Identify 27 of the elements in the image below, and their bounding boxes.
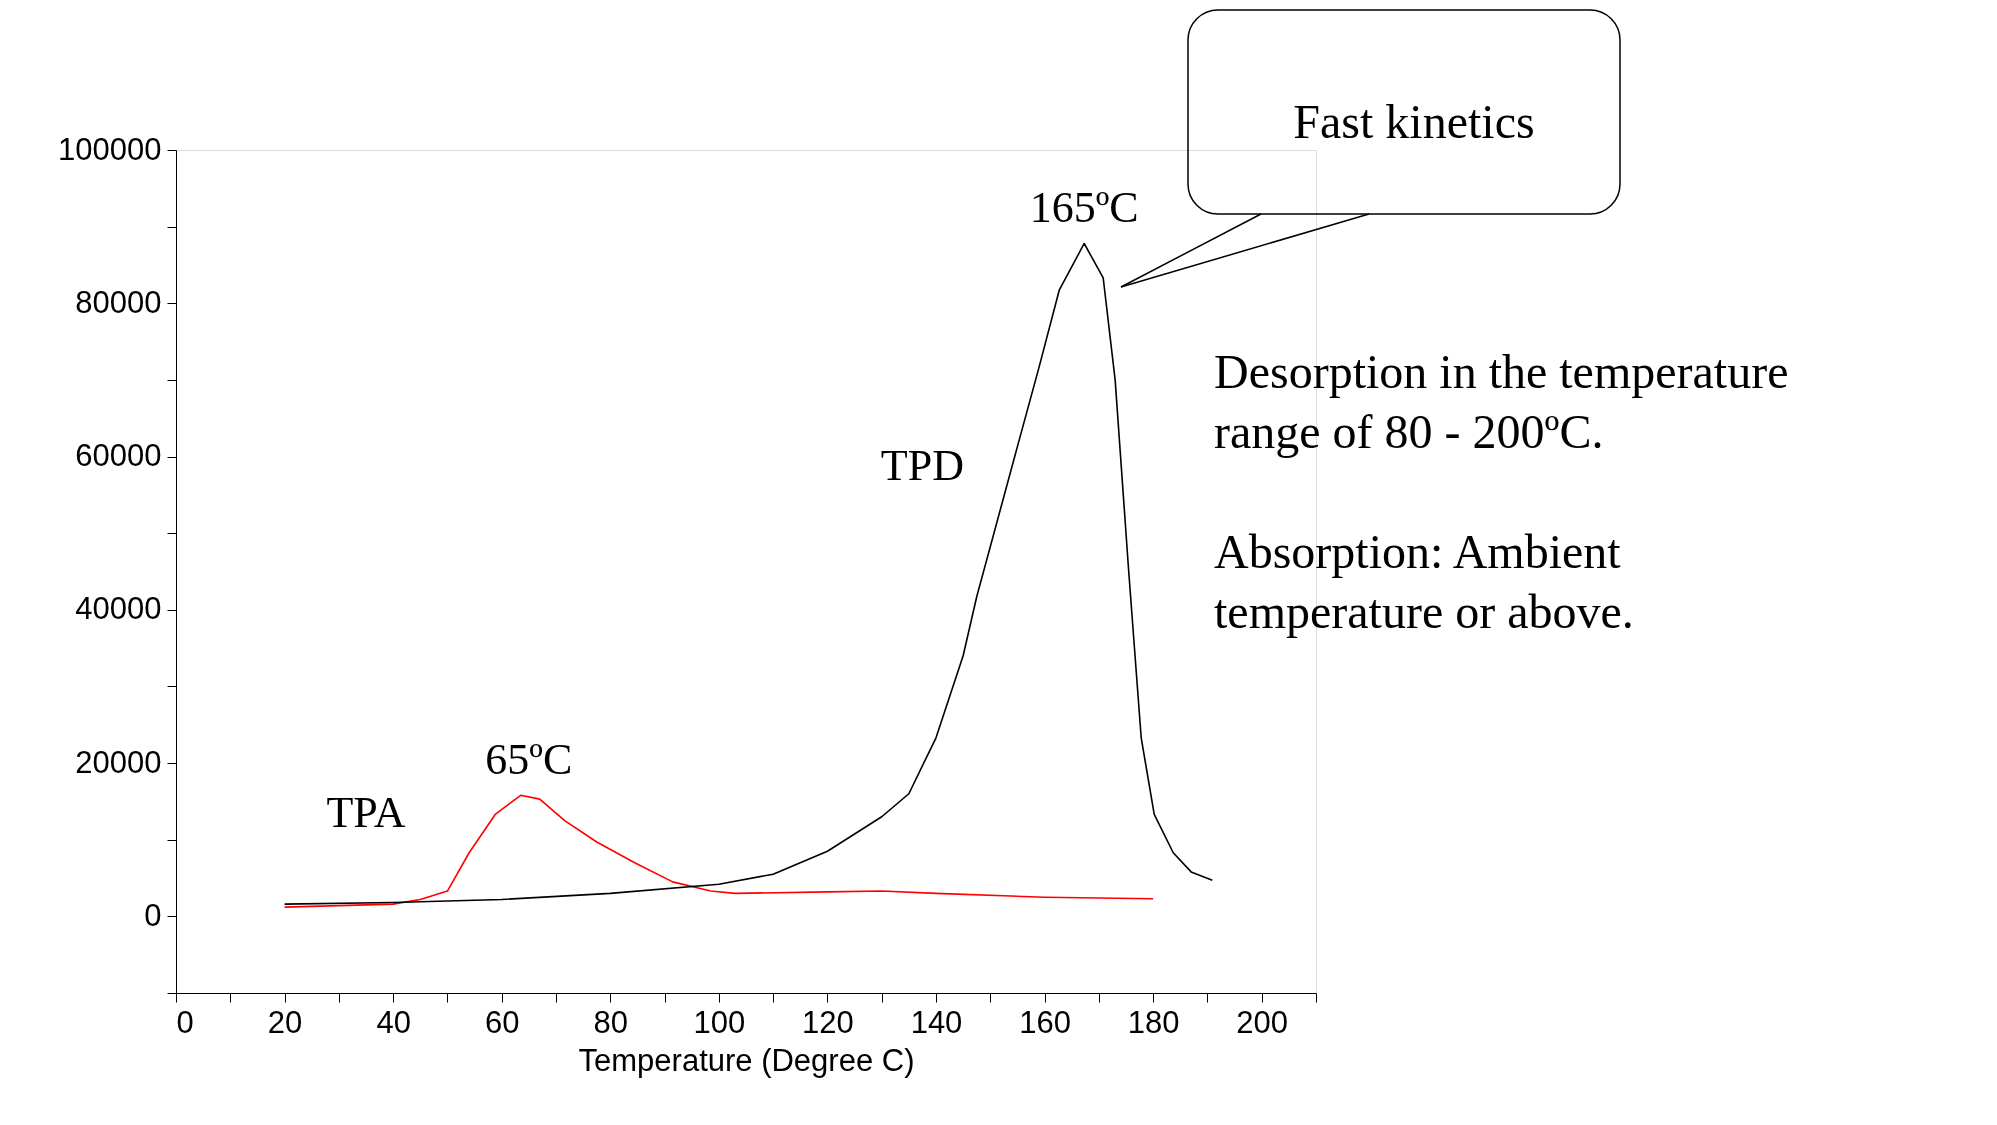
annotation: Absorption: Ambient temperature or above. (1214, 525, 1634, 638)
y-tick-label: 40000 (75, 591, 162, 627)
y-tick-label: 80000 (75, 284, 162, 320)
y-tick-label: 20000 (75, 744, 162, 780)
x-axis-title: Temperature (Degree C) (578, 1042, 915, 1078)
y-tick-label: 0 (144, 897, 162, 933)
y-tick-label: 100000 (58, 131, 162, 167)
x-tick-label: 60 (484, 1004, 520, 1040)
line-series (283, 794, 1154, 908)
y-tick-label: 60000 (75, 438, 162, 474)
x-tick-label: 80 (593, 1004, 629, 1040)
x-tick-label: 160 (1019, 1004, 1071, 1040)
annotation: 65ºC (485, 735, 573, 785)
series-label: TPA (326, 788, 406, 838)
x-tick-label: 200 (1236, 1004, 1289, 1040)
x-tick-label: 20 (267, 1004, 303, 1040)
annotation: Desorption in the temperature range of 80 - 200ºC. (1214, 345, 1789, 458)
x-tick-label: 100 (693, 1004, 746, 1040)
x-tick-label: 180 (1127, 1004, 1180, 1040)
x-tick-label: 120 (802, 1004, 854, 1040)
text: Fast kinetics (1293, 95, 1535, 148)
x-tick-label: 40 (376, 1004, 411, 1040)
x-tick-label: 0 (176, 1004, 194, 1040)
annotation: 165ºC (1029, 183, 1139, 233)
x-tick-label: 140 (910, 1004, 963, 1040)
line-series (283, 242, 1214, 905)
series-label: TPD (880, 440, 964, 490)
